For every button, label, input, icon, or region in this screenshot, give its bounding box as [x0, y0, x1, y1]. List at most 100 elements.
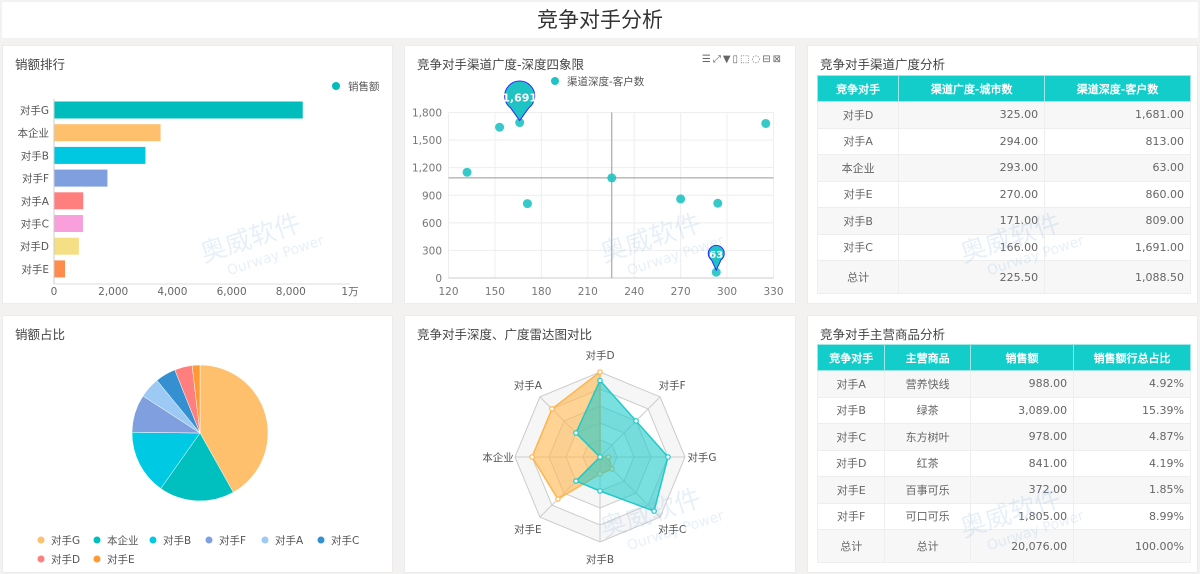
category-label: 对手C [21, 218, 49, 231]
pie-slice [199, 364, 269, 493]
column-header[interactable]: 销售额 [969, 344, 1075, 371]
legend-marker [317, 536, 325, 544]
select-rect-icon[interactable]: ⬚ [740, 54, 752, 65]
table-cell: 293.00 [898, 154, 1046, 182]
list-icon[interactable]: ☰ [701, 54, 713, 65]
table-cell: 100.00% [1073, 529, 1191, 563]
export-icon[interactable]: ▯ [732, 54, 741, 65]
legend-label: 渠道深度-客户数 [567, 75, 645, 88]
x-tick-label: 150 [485, 286, 505, 298]
table-row: 对手A 营养快线 988.00 4.92% [816, 370, 1191, 398]
table-cell: 841.00 [969, 449, 1075, 477]
table-cell: 8.99% [1073, 502, 1191, 530]
y-tick-label: 1,800 [412, 108, 442, 120]
radar-point [597, 369, 603, 375]
radar-point [573, 478, 579, 484]
radar-point [597, 488, 603, 494]
bar-panel-title: 销额排行 [15, 57, 66, 72]
x-tick-label: 8,000 [276, 286, 306, 298]
scatter-panel: 竞争对手渠道广度-深度四象限 ☰⤢▼▯⬚◌⊟⊠ 渠道深度-客户数 0 300 600 9… [404, 45, 796, 304]
marker-label: 63 [709, 250, 723, 261]
radar-chart: 对手D 对手F 对手G 对手C 对手B 对手E 本企业 对手A [482, 349, 716, 566]
table-cell: 171.00 [898, 207, 1046, 235]
table-cell: 63.00 [1044, 154, 1191, 182]
x-tick-label: 0 [51, 286, 58, 298]
scatter-point [495, 122, 505, 132]
x-tick-label: 270 [671, 286, 691, 298]
pie-slice [131, 432, 201, 489]
table-cell: 本企业 [816, 154, 900, 182]
table-cell: 813.00 [1044, 127, 1191, 155]
table-cell: 3,089.00 [969, 396, 1075, 424]
radar-axis-label: 对手F [659, 379, 686, 392]
legend-marker [261, 536, 269, 544]
column-header[interactable]: 竞争对手 [816, 344, 886, 371]
bar [54, 237, 79, 255]
pie-panel-title: 销额占比 [15, 327, 66, 342]
legend-label: 销售额 [348, 80, 380, 93]
radar-point [549, 406, 555, 412]
table-row: 本企业 293.00 63.00 [816, 154, 1191, 182]
radar-point [633, 418, 639, 424]
bar [54, 169, 108, 187]
radar-point [651, 508, 657, 514]
table-cell: 红茶 [884, 449, 971, 477]
table-cell: 166.00 [898, 233, 1046, 261]
product-table-title: 竞争对手主营商品分析 [820, 327, 946, 342]
table-cell: 东方树叶 [884, 423, 971, 451]
table-cell: 270.00 [898, 180, 1046, 208]
bar [54, 124, 161, 142]
lasso-icon[interactable]: ◌ [751, 54, 763, 65]
legend-label: 对手D [51, 553, 80, 566]
table-cell: 809.00 [1044, 207, 1191, 235]
filter-icon[interactable]: ▼ [722, 54, 733, 65]
resize-icon[interactable]: ⤢ [712, 54, 723, 65]
scatter-point [515, 118, 525, 128]
x-tick-label: 210 [578, 286, 598, 298]
x-tick-label: 300 [717, 286, 737, 298]
legend-marker [332, 82, 340, 90]
bar [54, 101, 303, 119]
column-header[interactable]: 主营商品 [884, 344, 971, 371]
radar-axis-label: 对手D [585, 349, 614, 362]
table-row: 对手D 325.00 1,681.00 [816, 101, 1191, 129]
table-cell: 860.00 [1044, 180, 1191, 208]
legend-label: 对手F [219, 534, 246, 547]
y-tick-label: 1,200 [412, 163, 442, 175]
radar-point [555, 496, 561, 502]
x-tick-label: 240 [624, 286, 644, 298]
table-row: 对手E 270.00 860.00 [816, 180, 1191, 208]
y-tick-label: 300 [422, 245, 442, 257]
column-header[interactable]: 销售额行总占比 [1073, 344, 1191, 371]
column-header[interactable]: 渠道广度-城市数 [898, 75, 1046, 102]
table-cell: 对手E [816, 180, 900, 208]
table-cell: 百事可乐 [884, 476, 971, 504]
x-tick-label: 330 [763, 286, 783, 298]
page-title: 竞争对手分析 [2, 2, 1198, 38]
pie-panel: 销额占比 对手G 本企业 对手B 对手F 对手A 对手C 对手D 对手E [2, 315, 393, 573]
legend-marker [37, 536, 45, 544]
bar [54, 192, 84, 210]
table-row: 对手B 171.00 809.00 [816, 207, 1191, 235]
column-header[interactable]: 竞争对手 [816, 75, 900, 102]
radar-point [597, 454, 603, 460]
legend-marker [93, 536, 101, 544]
table-cell: 对手A [816, 127, 900, 155]
legend-label: 对手C [331, 534, 359, 547]
column-header[interactable]: 渠道深度-客户数 [1044, 75, 1191, 102]
category-label: 对手D [20, 240, 49, 253]
table-row: 对手E 百事可乐 372.00 1.85% [816, 476, 1191, 504]
scatter-point [607, 173, 617, 183]
table-row: 对手A 294.00 813.00 [816, 127, 1191, 155]
table-cell: 1.85% [1073, 476, 1191, 504]
radar-point [597, 377, 603, 384]
scatter-point [761, 118, 771, 128]
x-tick-label: 120 [438, 286, 458, 298]
chart-toolbar[interactable]: ☰⤢▼▯⬚◌⊟⊠ [702, 54, 783, 65]
category-label: 对手F [22, 172, 49, 185]
restore-icon[interactable]: ⊟ [762, 54, 773, 65]
radar-point [573, 430, 579, 436]
y-tick-label: 0 [435, 273, 442, 285]
close-icon[interactable]: ⊠ [772, 54, 783, 65]
